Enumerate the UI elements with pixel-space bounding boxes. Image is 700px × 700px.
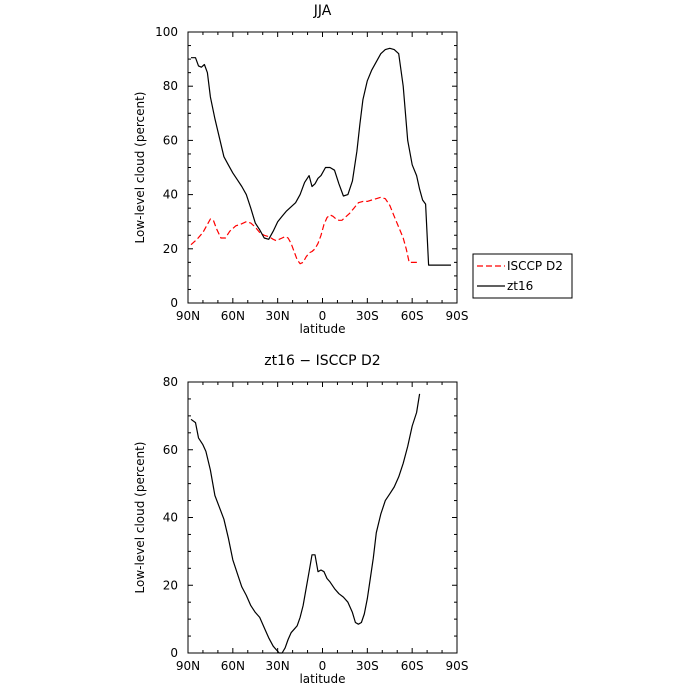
y-tick-label: 0 bbox=[170, 296, 178, 310]
legend-label: zt16 bbox=[507, 279, 533, 293]
chart-legend: ISCCP D2 zt16 bbox=[472, 253, 573, 299]
x-tick-label: 60S bbox=[401, 659, 424, 673]
legend-box bbox=[472, 253, 573, 299]
y-tick-label: 60 bbox=[163, 133, 178, 147]
y-tick-label: 80 bbox=[163, 79, 178, 93]
x-tick-label: 30N bbox=[266, 309, 290, 323]
chart-panel-1: 90N 60N 30N 0 30S 60S 90S 0 20 40 60 80 100 JJA latitu… bbox=[133, 3, 573, 336]
x-axis-label: latitude bbox=[299, 672, 345, 686]
chart-panel-2: 90N 60N 30N 0 30S 60S 90S 0 20 40 60 80 zt16 − ISCCP… bbox=[133, 353, 468, 686]
x-tick-label: 30S bbox=[356, 309, 379, 323]
y-tick-label: 40 bbox=[163, 188, 178, 202]
y-axis-label: Low-level cloud (percent) bbox=[133, 442, 147, 594]
series-line-zt16 bbox=[191, 47, 451, 266]
x-tick-label: 60N bbox=[221, 659, 245, 673]
x-tick-label: 60S bbox=[401, 309, 424, 323]
y-tick-label: 20 bbox=[163, 578, 178, 592]
x-tick-label: 90S bbox=[446, 309, 469, 323]
y-tick-label: 60 bbox=[163, 443, 178, 457]
series-line-difference bbox=[190, 393, 421, 654]
y-tick-label: 20 bbox=[163, 242, 178, 256]
x-tick-label: 90N bbox=[176, 309, 200, 323]
y-tick-label: 0 bbox=[170, 646, 178, 660]
legend-label: ISCCP D2 bbox=[507, 259, 563, 273]
y-tick-label: 80 bbox=[163, 375, 178, 389]
x-axis-label: latitude bbox=[299, 322, 345, 336]
x-tick-label: 90N bbox=[176, 659, 200, 673]
x-tick-label: 90S bbox=[446, 659, 469, 673]
x-tick-label: 30N bbox=[266, 659, 290, 673]
y-tick-label: 100 bbox=[155, 25, 178, 39]
chart-title: JJA bbox=[313, 3, 332, 19]
x-tick-label: 30S bbox=[356, 659, 379, 673]
x-tick-label: 0 bbox=[319, 659, 327, 673]
x-tick-label: 60N bbox=[221, 309, 245, 323]
series-line-isccp-d2 bbox=[190, 196, 419, 265]
y-tick-label: 40 bbox=[163, 511, 178, 525]
plot-frame bbox=[187, 381, 458, 654]
y-axis-label: Low-level cloud (percent) bbox=[133, 92, 147, 244]
chart-title: zt16 − ISCCP D2 bbox=[264, 353, 380, 369]
x-tick-label: 0 bbox=[319, 309, 327, 323]
